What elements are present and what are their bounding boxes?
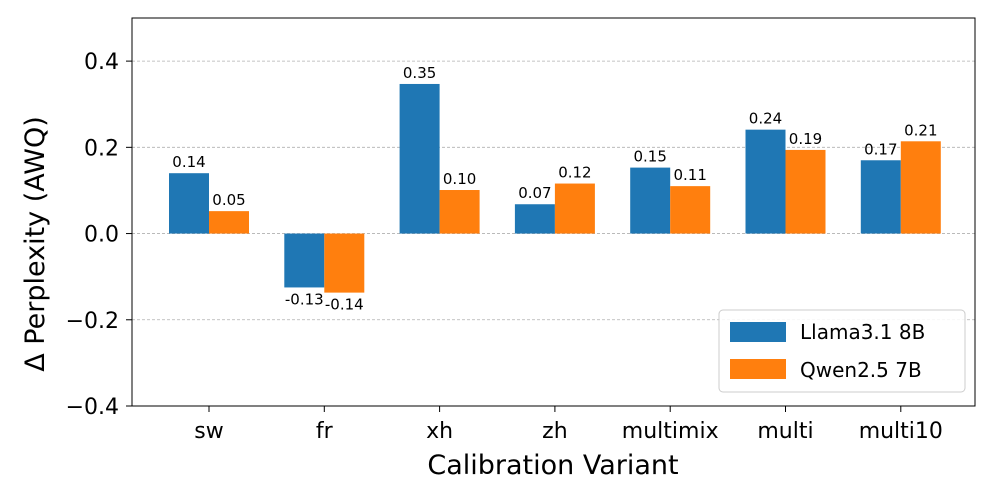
y-axis-label: Δ Perplexity (AWQ) [20, 116, 51, 372]
legend-label-llama: Llama3.1 8B [800, 320, 925, 344]
x-axis-label: Calibration Variant [427, 450, 678, 481]
y-tick-label: 0.0 [84, 223, 119, 248]
bar-llama3-1-8b-multi10 [860, 160, 901, 234]
axes: −0.4 −0.2 0.0 0.2 0.4 sw fr xh zh multimix multi mu… [66, 17, 976, 444]
legend-swatch-llama [730, 322, 786, 342]
data-label-qwen2-5-7b-multimix: 0.11 [673, 166, 706, 184]
plot-frame [131, 17, 976, 407]
y-tick-label: 0.4 [84, 50, 119, 75]
x-tick-label-zh: zh [542, 419, 568, 444]
data-label-qwen2-5-7b-zh: 0.12 [558, 164, 591, 182]
x-tick-label-sw: sw [194, 419, 223, 444]
bar-qwen2-5-7b-multimix [670, 186, 711, 234]
data-label-qwen2-5-7b-fr: -0.14 [325, 296, 364, 314]
y-tick-label: 0.2 [84, 136, 119, 161]
bar-llama3-1-8b-xh [399, 83, 440, 234]
data-label-llama3-1-8b-multi10: 0.17 [864, 140, 897, 158]
data-label-qwen2-5-7b-xh: 0.10 [443, 170, 476, 188]
legend-label-qwen: Qwen2.5 7B [800, 358, 922, 382]
data-label-llama3-1-8b-multimix: 0.15 [633, 148, 666, 166]
data-label-qwen2-5-7b-multi: 0.19 [789, 130, 822, 148]
bar-qwen2-5-7b-zh [554, 183, 595, 234]
bar-qwen2-5-7b-sw [209, 211, 249, 234]
data-label-llama3-1-8b-zh: 0.07 [518, 184, 551, 202]
x-tick-label-multi: multi [757, 419, 813, 444]
x-tick-label-xh: xh [426, 419, 453, 444]
bar-llama3-1-8b-zh [514, 204, 555, 234]
data-label-qwen2-5-7b-sw: 0.05 [212, 191, 245, 209]
bar-llama3-1-8b-multi [745, 129, 786, 234]
bar-qwen2-5-7b-xh [439, 190, 480, 234]
data-label-llama3-1-8b-multi: 0.24 [749, 110, 782, 128]
y-tick-label: −0.4 [66, 395, 119, 420]
x-tick-label-fr: fr [316, 419, 334, 444]
data-label-qwen2-5-7b-multi10: 0.21 [904, 121, 937, 139]
legend: Llama3.1 8B Qwen2.5 7B [718, 309, 966, 393]
data-label-llama3-1-8b-fr: -0.13 [285, 290, 324, 308]
data-labels: 0.14 -0.13 0.35 0.07 0.15 0.24 0.17 0.05 -0.14 0.… [172, 64, 937, 314]
bar-llama3-1-8b-fr [284, 233, 325, 288]
bar-qwen2-5-7b-multi [785, 149, 826, 234]
bar-llama3-1-8b-sw [169, 173, 209, 234]
bar-qwen2-5-7b-multi10 [900, 141, 941, 234]
y-tick-label: −0.2 [66, 309, 119, 334]
data-label-llama3-1-8b-sw: 0.14 [172, 153, 205, 171]
bars [169, 83, 941, 293]
data-label-llama3-1-8b-xh: 0.35 [403, 64, 436, 82]
bar-qwen2-5-7b-fr [324, 233, 365, 293]
x-tick-label-multi10: multi10 [859, 419, 943, 444]
legend-swatch-qwen [730, 359, 786, 379]
bar-llama3-1-8b-multimix [630, 167, 671, 234]
x-tick-label-multimix: multimix [622, 419, 719, 444]
